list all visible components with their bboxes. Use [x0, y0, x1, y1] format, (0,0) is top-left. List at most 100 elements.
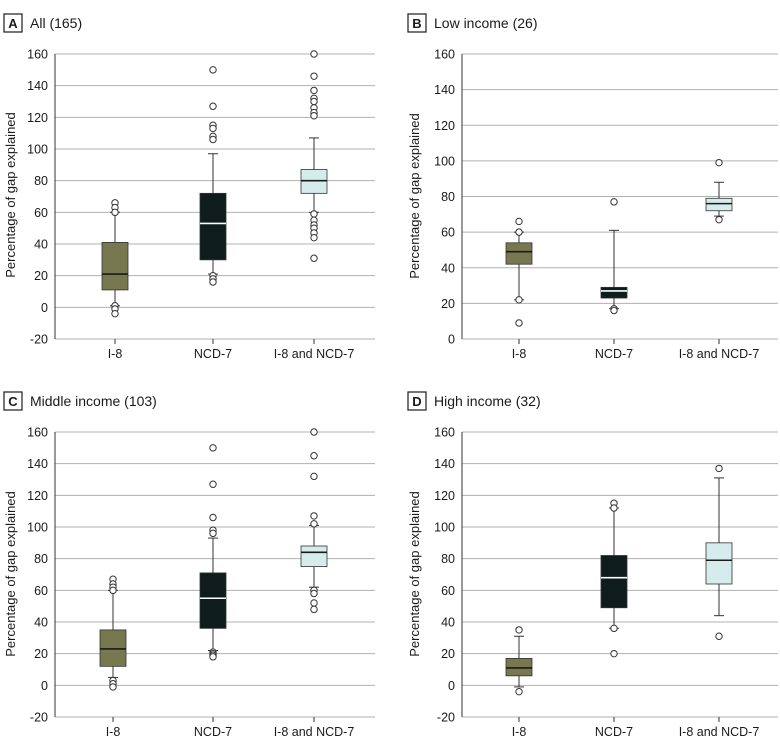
panel-a-outlier-ncd-7: [209, 102, 217, 110]
panel-b: B Low income (26) Percentage of gap expl…: [407, 13, 778, 361]
panel-b-plot-area: 160 140 120 100 80 60 40 20 0 I-8 NCD-7 I-8 and NCD…: [434, 48, 778, 361]
panel-c-ytick-label: 120: [27, 489, 48, 503]
panel-b-ytick-label: 60: [441, 226, 455, 240]
panel-c-ytick-label: 140: [27, 457, 48, 471]
panel-a-box-i-8: [101, 242, 129, 291]
panel-b-ytick-label: 120: [434, 119, 455, 133]
panel-b-badge: [407, 13, 427, 33]
panel-a-ytick-label: 140: [27, 79, 48, 93]
panel-c-outlier-i-8-and-ncd-7: [310, 428, 318, 436]
panel-c: C Middle income (103) Percentage of gap …: [3, 391, 375, 739]
panel-c-ytick-label: 20: [34, 647, 48, 661]
panel-b-outlier-i-8-and-ncd-7: [715, 158, 723, 167]
panel-d-plot-area: 160 140 120 100 80 60 40 20 0 -20 I-8 NCD-7 I-8 and …: [434, 426, 778, 739]
panel-a-outlier-i-8: [111, 208, 119, 217]
panel-d-ytick-label: 0: [448, 679, 455, 693]
panel-d-ytick-label: 80: [441, 552, 455, 566]
panel-c-outlier-ncd-7: [209, 444, 217, 452]
panel-b-outlier-i-8: [515, 319, 523, 327]
panel-a-outlier-i-8-and-ncd-7: [310, 72, 318, 80]
panel-c-outlier-i-8-and-ncd-7: [310, 512, 318, 520]
panel-d-outlier-i-8-and-ncd-7: [715, 464, 723, 473]
panel-d-outlier-i-8-and-ncd-7: [715, 632, 723, 640]
panel-c-outlier-i-8-and-ncd-7: [310, 589, 318, 598]
panel-b-outlier-i-8-and-ncd-7: [715, 215, 723, 224]
panel-c-box-i-8-and-ncd-7: [300, 545, 328, 567]
panel-b-xtick-label-i-8-and-ncd-7: I-8 and NCD-7: [679, 347, 760, 361]
panel-b-ytick-label: 40: [441, 261, 455, 275]
panel-c-outlier-i-8-and-ncd-7: [310, 599, 318, 607]
panel-d-ytick-label: 40: [441, 616, 455, 630]
panel-a-letter: A: [8, 16, 18, 31]
panel-d-outlier-ncd-7: [610, 624, 618, 633]
panel-b-box-i-8-and-ncd-7: [705, 197, 733, 212]
panel-b-ytick-label: 0: [448, 333, 455, 347]
panel-d-letter: D: [412, 394, 421, 409]
panel-b-outlier-i-8: [515, 228, 523, 236]
panel-d-outlier-ncd-7: [610, 504, 618, 512]
panel-a-ytick-label: 60: [34, 206, 48, 220]
panel-a-ytick-label: 80: [34, 174, 48, 188]
panel-b-ytick-label: 160: [434, 48, 455, 62]
panel-a: A All (165) Percentage of gap explained …: [3, 13, 375, 361]
panel-a-outlier-ncd-7: [209, 124, 217, 133]
panel-a-outlier-i-8-and-ncd-7: [310, 97, 318, 106]
panel-c-xtick-label-i-8-and-ncd-7: I-8 and NCD-7: [274, 725, 355, 739]
panel-d-title: High income (32): [434, 393, 541, 409]
panel-a-ytick-label: 160: [27, 48, 48, 62]
panel-d-outlier-ncd-7: [610, 649, 618, 658]
panel-c-outlier-i-8: [109, 586, 117, 595]
panel-a-outlier-i-8: [111, 309, 119, 318]
panel-a-outlier-i-8-and-ncd-7: [310, 254, 318, 262]
panel-c-letter: C: [8, 394, 18, 409]
panel-c-outlier-ncd-7: [209, 529, 217, 538]
panel-d-ylabel: Percentage of gap explained: [407, 491, 422, 657]
panel-a-xtick-label-i-8: I-8: [108, 347, 123, 361]
panel-b-ytick-label: 100: [434, 154, 455, 168]
panel-a-outlier-i-8-and-ncd-7: [310, 86, 318, 95]
panel-a-outlier-ncd-7: [209, 66, 217, 74]
panel-c-outlier-ncd-7: [209, 653, 217, 661]
panel-d-box-ncd-7: [600, 555, 628, 609]
panel-a-xtick-label-i-8-and-ncd-7: I-8 and NCD-7: [274, 347, 355, 361]
panel-d-ytick-label: 100: [434, 521, 455, 535]
panel-c-outlier-i-8-and-ncd-7: [310, 605, 318, 614]
panel-c-xtick-label-ncd-7: NCD-7: [194, 725, 232, 739]
panel-c-ylabel: Percentage of gap explained: [3, 491, 18, 657]
panel-c-box-ncd-7: [199, 572, 227, 629]
panel-a-outlier-ncd-7: [209, 278, 217, 286]
panel-c-xtick-label-i-8: I-8: [106, 725, 121, 739]
panel-c-outlier-i-8-and-ncd-7: [310, 472, 318, 481]
panel-b-title: Low income (26): [434, 15, 538, 31]
panel-c-title: Middle income (103): [30, 393, 157, 409]
panel-c-plot-area: 160 140 120 100 80 60 40 20 0 -20 I-8 NCD-7 I-8 and …: [27, 426, 375, 739]
panel-a-ytick-label: 0: [41, 301, 48, 315]
panel-a-ytick-label: 120: [27, 111, 48, 125]
panel-c-ytick-label: 100: [27, 521, 48, 535]
panel-a-outlier-i-8-and-ncd-7: [310, 112, 318, 120]
panel-b-ytick-label: 80: [441, 190, 455, 204]
panel-a-title: All (165): [30, 15, 82, 31]
panel-b-xtick-label-ncd-7: NCD-7: [595, 347, 633, 361]
panel-c-ytick-label: 80: [34, 552, 48, 566]
panel-a-box-ncd-7: [199, 192, 227, 261]
panel-c-ytick-label: -20: [30, 711, 48, 725]
panel-a-outlier-i-8-and-ncd-7: [310, 210, 318, 218]
panel-d-xtick-label-ncd-7: NCD-7: [595, 725, 633, 739]
panel-a-outlier-ncd-7: [209, 135, 217, 144]
panel-b-letter: B: [412, 16, 421, 31]
panel-c-outlier-i-8-and-ncd-7: [310, 520, 318, 528]
panel-d-xtick-label-i-8-and-ncd-7: I-8 and NCD-7: [679, 725, 760, 739]
panel-c-outlier-i-8: [109, 683, 117, 691]
panel-d-outlier-i-8: [515, 626, 523, 634]
panel-d-box-i-8-and-ncd-7: [705, 542, 733, 585]
panel-d-badge: [407, 391, 427, 411]
panel-b-box-ncd-7: [600, 286, 628, 299]
panel-c-ytick-label: 160: [27, 426, 48, 440]
panel-d-ytick-label: 120: [434, 489, 455, 503]
panel-b-ytick-label: 140: [434, 83, 455, 97]
panel-a-outlier-i-8-and-ncd-7: [310, 233, 318, 242]
panel-a-ytick-label: 20: [34, 269, 48, 283]
panel-c-outlier-i-8-and-ncd-7: [310, 452, 318, 460]
panel-a-xtick-label-ncd-7: NCD-7: [194, 347, 232, 361]
